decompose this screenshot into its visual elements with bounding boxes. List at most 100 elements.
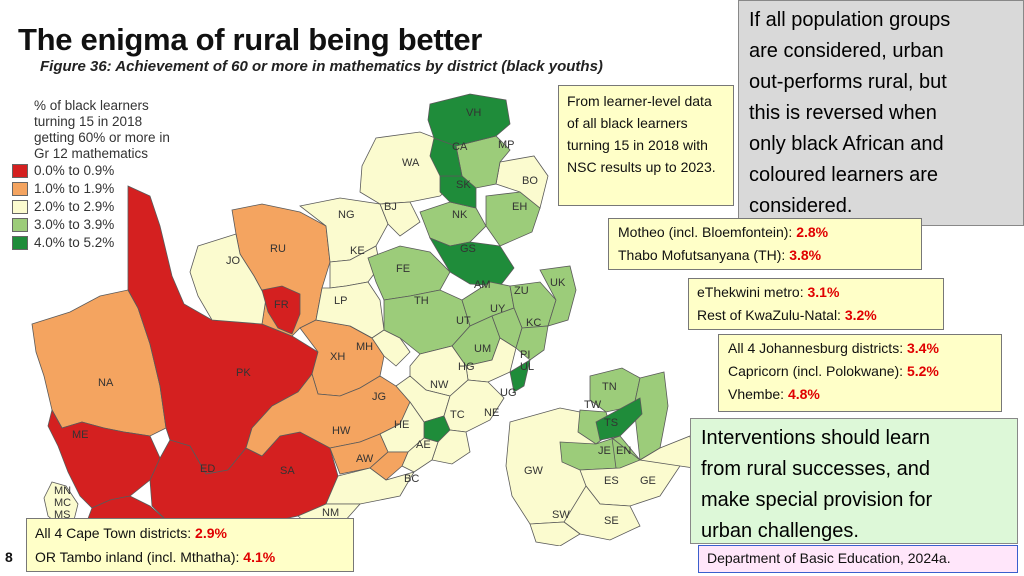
capricorn-label: Capricorn (incl. Polokwane):: [728, 363, 907, 379]
label-je: JE: [598, 445, 611, 457]
legend-label: 2.0% to 2.9%: [34, 199, 115, 214]
label-fe: FE: [396, 263, 410, 275]
region-ethekwini: [509, 359, 531, 393]
ortambo-label: OR Tambo inland (incl. Mthatha):: [35, 549, 244, 565]
ethekwini-value: 3.1%: [807, 284, 840, 300]
label-sw: SW: [552, 509, 570, 521]
legend-item: 2.0% to 2.9%: [12, 198, 187, 216]
main-finding-line: this is reversed when: [749, 102, 937, 124]
label-hw: HW: [332, 425, 351, 437]
region-me: [47, 408, 161, 509]
interventions-line: make special provision for: [701, 489, 933, 511]
main-finding-line: are considered, urban: [749, 40, 944, 62]
region-ug: [443, 379, 505, 433]
label-ng: NG: [338, 209, 355, 221]
label-es: ES: [604, 475, 619, 487]
label-nm: NM: [322, 507, 339, 519]
capetown-label: All 4 Cape Town districts:: [35, 525, 196, 541]
label-mc: MC: [54, 497, 71, 509]
inset-region-ts: [595, 397, 643, 441]
interventions-line: from rural successes, and: [701, 458, 930, 480]
label-se: SE: [604, 515, 619, 527]
label-ke: KE: [350, 245, 365, 257]
main-finding-line: out-performs rural, but: [749, 71, 947, 93]
label-vh: VH: [466, 107, 481, 119]
region-bj: [379, 201, 421, 237]
label-fr: FR: [274, 299, 289, 311]
legend-label: 1.0% to 1.9%: [34, 181, 115, 196]
inset-region-sw: [529, 521, 581, 546]
page-number: 8: [5, 549, 13, 565]
south-africa-district-map: VH CA MP SK BO EH NK GS WA NG BJ KE FE A…: [31, 93, 695, 546]
legend-swatch: [12, 236, 28, 250]
kzn-label: Rest of KwaZulu-Natal:: [697, 307, 845, 323]
interventions-line: Interventions should learn: [701, 427, 931, 449]
label-bo: BO: [522, 175, 538, 187]
label-kc: KC: [526, 317, 541, 329]
label-uk: UK: [550, 277, 566, 289]
label-ed: ED: [200, 463, 215, 475]
label-uy: UY: [490, 303, 506, 315]
label-mh: MH: [356, 341, 373, 353]
main-finding-line: considered.: [749, 195, 853, 217]
thabo-label: Thabo Mofutsanyana (TH):: [618, 247, 790, 263]
gauteng-limpopo-callout: All 4 Johannesburg districts: 3.4% Capri…: [718, 334, 1002, 412]
legend-label: 3.0% to 3.9%: [34, 217, 115, 232]
slide-title: The enigma of rural being better: [18, 22, 483, 57]
region-fr: [261, 285, 301, 335]
label-lp: LP: [334, 295, 347, 307]
legend-item: 4.0% to 5.2%: [12, 234, 187, 252]
label-pk: PK: [236, 367, 251, 379]
thabo-value: 3.8%: [789, 247, 822, 263]
label-ug: UG: [500, 387, 517, 399]
region-jo: [189, 233, 267, 325]
jhb-value: 3.4%: [906, 340, 939, 356]
interventions-line: urban challenges.: [701, 520, 859, 542]
label-wa: WA: [402, 157, 420, 169]
label-ru: RU: [270, 243, 286, 255]
legend-item: 3.0% to 3.9%: [12, 216, 187, 234]
region-mh: [349, 325, 411, 367]
main-finding-line: coloured learners are: [749, 164, 938, 186]
label-aw: AW: [356, 453, 374, 465]
label-tw: TW: [584, 399, 602, 411]
label-tn: TN: [602, 381, 617, 393]
region-vh: [427, 93, 511, 147]
legend-title-line2: getting 60% or more in Gr 12 mathematics: [34, 130, 170, 161]
kzn-callout: eThekwini metro: 3.1% Rest of KwaZulu-Na…: [688, 278, 944, 330]
main-finding-line: only black African and: [749, 133, 944, 155]
capetown-value: 2.9%: [195, 525, 227, 541]
vhembe-value: 4.8%: [787, 386, 820, 402]
label-jg: JG: [372, 391, 386, 403]
label-sk: SK: [456, 179, 471, 191]
legend-label: 4.0% to 5.2%: [34, 235, 115, 250]
kzn-value: 3.2%: [844, 307, 877, 323]
label-ca: CA: [452, 141, 468, 153]
label-tc: TC: [450, 409, 465, 421]
label-gw: GW: [524, 465, 544, 477]
label-zu: ZU: [514, 285, 529, 297]
label-ut: UT: [456, 315, 471, 327]
legend-title-line1: % of black learners turning 15 in 2018: [34, 98, 149, 129]
main-finding-box: If all population groups are considered,…: [738, 0, 1024, 226]
label-he: HE: [394, 419, 409, 431]
vhembe-label: Vhembe:: [728, 386, 788, 402]
label-nk: NK: [452, 209, 468, 221]
label-th: TH: [414, 295, 429, 307]
legend-item: 0.0% to 0.9%: [12, 162, 187, 180]
label-mp: MP: [498, 139, 515, 151]
jhb-label: All 4 Johannesburg districts:: [728, 340, 907, 356]
motheo-label: Motheo (incl. Bloemfontein):: [618, 224, 797, 240]
interventions-box: Interventions should learn from rural su…: [690, 418, 1018, 544]
label-bc: BC: [404, 473, 419, 485]
figure-title: Figure 36: Achievement of 60 or more in …: [40, 58, 603, 75]
label-ts: TS: [604, 417, 618, 429]
region-uk: [539, 265, 577, 327]
label-ne: NE: [484, 407, 499, 419]
legend-item: 1.0% to 1.9%: [12, 180, 187, 198]
legend-swatch: [12, 182, 28, 196]
label-ge: GE: [640, 475, 656, 487]
label-gs: GS: [460, 243, 476, 255]
motheo-value: 2.8%: [796, 224, 829, 240]
label-en: EN: [616, 445, 631, 457]
